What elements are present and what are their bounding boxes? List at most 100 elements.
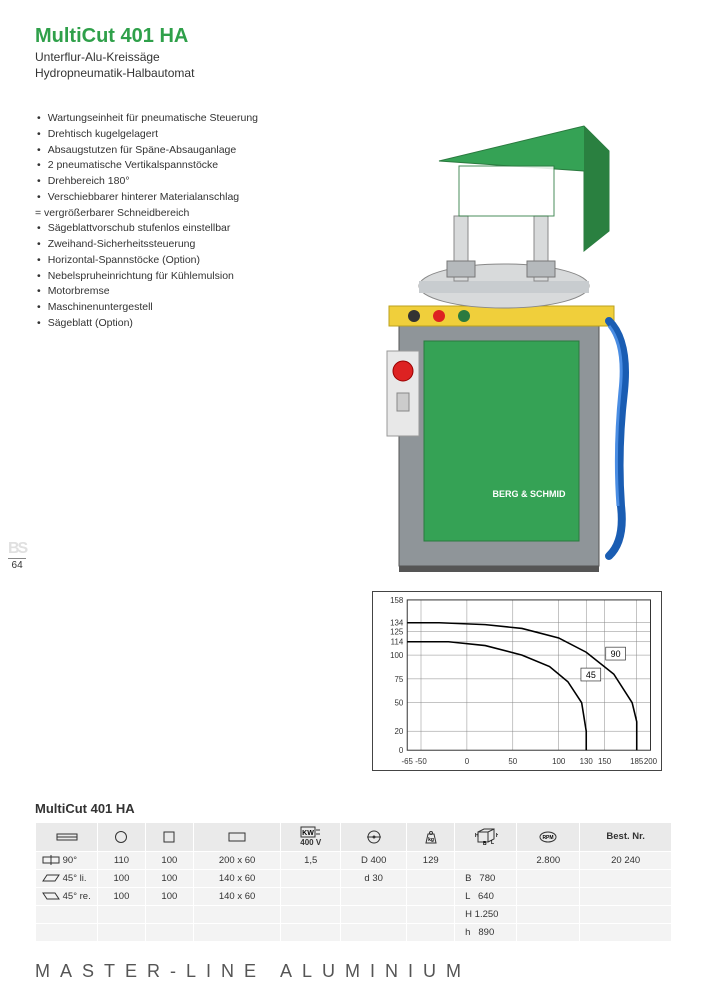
col-square-icon xyxy=(145,823,193,852)
feature-item: Maschinenuntergestell xyxy=(51,300,315,316)
cell xyxy=(517,869,580,887)
cell: 100 xyxy=(145,869,193,887)
cell-dim: H 1.250 xyxy=(455,905,517,923)
product-title: MultiCut 401 HA xyxy=(35,25,672,48)
feature-list: Wartungseinheit für pneumatische Steueru… xyxy=(35,111,315,581)
col-circle-icon xyxy=(98,823,146,852)
spec-title: MultiCut 401 HA xyxy=(35,801,672,816)
svg-text:H: H xyxy=(475,833,479,839)
cutting-chart: -65-500501001301501852000205075100114125… xyxy=(35,591,672,771)
page-number: 64 xyxy=(8,558,26,571)
cell: 129 xyxy=(407,851,455,869)
col-best: Best. Nr. xyxy=(580,823,672,852)
cell: 2.800 xyxy=(517,851,580,869)
feature-item: Drehbereich 180° xyxy=(51,174,315,190)
cell-dim: L 640 xyxy=(455,887,517,905)
cell-angle: 45° li. xyxy=(36,869,98,887)
svg-text:L: L xyxy=(491,840,494,846)
svg-text:0: 0 xyxy=(399,746,404,755)
spec-header-row: KW400 V kg BhHL RPM Best. Nr. xyxy=(36,823,672,852)
cell-dim: B 780 xyxy=(455,869,517,887)
feature-item: Drehtisch kugelgelagert xyxy=(51,127,315,143)
subtitle-2: Hydropneumatik-Halbautomat xyxy=(35,66,672,82)
svg-text:45: 45 xyxy=(586,670,596,680)
feature-item: = vergrößerbarer Schneidbereich xyxy=(49,206,315,222)
chart-svg: -65-500501001301501852000205075100114125… xyxy=(372,591,662,771)
spec-table: KW400 V kg BhHL RPM Best. Nr. xyxy=(35,822,672,942)
cell xyxy=(580,887,672,905)
table-row: H 1.250 xyxy=(36,905,672,923)
col-blade-icon xyxy=(341,823,407,852)
table-row: 45° re.100100140 x 60L 640 xyxy=(36,887,672,905)
svg-text:h: h xyxy=(496,833,498,839)
cell: 100 xyxy=(145,851,193,869)
kw-sub: 400 V xyxy=(300,838,321,847)
svg-text:134: 134 xyxy=(390,619,404,628)
header: MultiCut 401 HA Unterflur-Alu-Kreissäge … xyxy=(35,25,672,81)
spec-section: MultiCut 401 HA xyxy=(35,801,672,942)
content-row: Wartungseinheit für pneumatische Steueru… xyxy=(35,111,672,581)
svg-text:20: 20 xyxy=(394,727,403,736)
col-kw-icon: KW400 V xyxy=(281,823,341,852)
cell: d 30 xyxy=(341,869,407,887)
svg-text:200: 200 xyxy=(644,757,658,766)
cell xyxy=(341,887,407,905)
table-row: h 890 xyxy=(36,923,672,941)
svg-text:kg: kg xyxy=(428,837,434,843)
feature-item: Horizontal-Spannstöcke (Option) xyxy=(51,253,315,269)
svg-text:50: 50 xyxy=(394,699,403,708)
col-angle-icon xyxy=(36,823,98,852)
cell: 20 240 xyxy=(580,851,672,869)
col-rpm-icon: RPM xyxy=(517,823,580,852)
svg-text:125: 125 xyxy=(390,627,404,636)
cell xyxy=(281,887,341,905)
cell-angle: 45° re. xyxy=(36,887,98,905)
feature-item: Nebelspruheinrichtung für Kühlemulsion xyxy=(51,269,315,285)
cell-dim: h 890 xyxy=(455,923,517,941)
svg-text:-50: -50 xyxy=(415,757,427,766)
page: MultiCut 401 HA Unterflur-Alu-Kreissäge … xyxy=(0,0,707,1000)
svg-text:BERG & SCHMID: BERG & SCHMID xyxy=(492,489,566,499)
cell: 110 xyxy=(98,851,146,869)
cell xyxy=(517,887,580,905)
svg-text:100: 100 xyxy=(390,651,404,660)
cell: 200 x 60 xyxy=(193,851,281,869)
product-image: BERG & SCHMID xyxy=(335,111,672,581)
cell xyxy=(281,869,341,887)
svg-text:90: 90 xyxy=(611,649,621,659)
feature-item: Absaugstutzen für Späne-Absauganlage xyxy=(51,143,315,159)
svg-text:50: 50 xyxy=(508,757,517,766)
cell: 1,5 xyxy=(281,851,341,869)
feature-item: Zweihand-Sicherheitssteuerung xyxy=(51,237,315,253)
page-marker: BS 64 xyxy=(8,540,26,571)
cell-dim xyxy=(455,851,517,869)
cell xyxy=(407,887,455,905)
svg-text:RPM: RPM xyxy=(543,835,554,841)
cell: 100 xyxy=(145,887,193,905)
cell xyxy=(407,869,455,887)
cell: D 400 xyxy=(341,851,407,869)
table-row: 45° li.100100140 x 60d 30B 780 xyxy=(36,869,672,887)
feature-item: Verschiebbarer hinterer Materialanschlag xyxy=(51,190,315,206)
svg-text:130: 130 xyxy=(580,757,594,766)
cell: 140 x 60 xyxy=(193,887,281,905)
svg-text:185: 185 xyxy=(630,757,644,766)
col-dim-icon: BhHL xyxy=(455,823,517,852)
svg-text:75: 75 xyxy=(394,675,403,684)
subtitle-1: Unterflur-Alu-Kreissäge xyxy=(35,50,672,66)
table-row: 90°110100200 x 601,5D 4001292.80020 240 xyxy=(36,851,672,869)
feature-item: Wartungseinheit für pneumatische Steueru… xyxy=(51,111,315,127)
svg-text:KW: KW xyxy=(302,830,314,837)
svg-text:0: 0 xyxy=(465,757,470,766)
svg-text:114: 114 xyxy=(391,638,404,647)
brand-mark-icon: BS xyxy=(8,540,26,558)
col-weight-icon: kg xyxy=(407,823,455,852)
svg-text:100: 100 xyxy=(552,757,566,766)
footer-line: MASTER-LINE ALUMINIUM xyxy=(35,961,471,982)
cell: 140 x 60 xyxy=(193,869,281,887)
cell xyxy=(580,869,672,887)
col-rect-icon xyxy=(193,823,281,852)
cell: 100 xyxy=(98,869,146,887)
feature-item: Sägeblattvorschub stufenlos einstellbar xyxy=(51,221,315,237)
svg-text:158: 158 xyxy=(390,596,404,605)
